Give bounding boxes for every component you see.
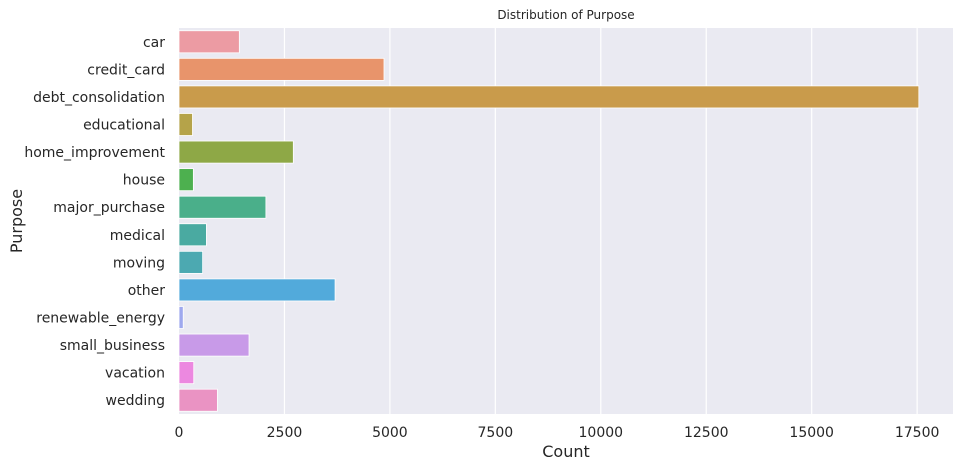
x-tick-label: 15000 [789, 425, 834, 441]
bar-educational [178, 113, 193, 136]
bar-debt-consolidation [178, 85, 920, 109]
bar-other [178, 278, 336, 302]
x-tick-labels: 0 2500 5000 7500 10000 12500 15000 17500 [175, 425, 940, 441]
bar-renewable-energy [178, 306, 184, 329]
x-tick-label: 2500 [267, 425, 303, 441]
bars [178, 30, 920, 412]
bar-moving [178, 250, 204, 274]
y-tick-label: credit_card [87, 62, 165, 78]
y-axis-title: Purpose [7, 189, 26, 253]
x-tick-label: 17500 [895, 425, 940, 441]
bar-car [178, 30, 240, 54]
y-tick-label: renewable_energy [36, 311, 165, 327]
bar-wedding [178, 388, 218, 412]
y-tick-label: small_business [60, 338, 165, 354]
bar-home-improvement [178, 140, 294, 164]
x-tick-label: 5000 [372, 425, 408, 441]
y-tick-label: major_purchase [53, 200, 165, 216]
y-tick-label: home_improvement [24, 145, 165, 161]
bar-house [178, 168, 194, 192]
y-tick-label: debt_consolidation [33, 90, 165, 106]
y-tick-label: medical [110, 228, 165, 244]
bar-credit-card [178, 57, 385, 81]
bar-small-business [178, 333, 250, 357]
y-tick-label: other [128, 283, 166, 299]
bar-medical [178, 223, 207, 247]
x-tick-label: 12500 [684, 425, 729, 441]
x-tick-label: 0 [175, 425, 184, 441]
y-tick-label: wedding [106, 393, 166, 409]
y-tick-label: vacation [105, 366, 165, 382]
y-tick-label: house [123, 173, 165, 189]
x-tick-label: 7500 [478, 425, 514, 441]
x-tick-label: 10000 [579, 425, 624, 441]
x-axis-title: Count [542, 442, 590, 461]
y-tick-label: car [143, 35, 165, 51]
chart-title: Distribution of Purpose [497, 8, 634, 22]
y-tick-labels: car credit_card debt_consolidation educatio… [24, 35, 165, 409]
bar-major-purchase [178, 195, 267, 219]
y-tick-label: moving [113, 255, 165, 271]
bar-vacation [178, 361, 195, 385]
y-tick-label: educational [83, 118, 165, 134]
